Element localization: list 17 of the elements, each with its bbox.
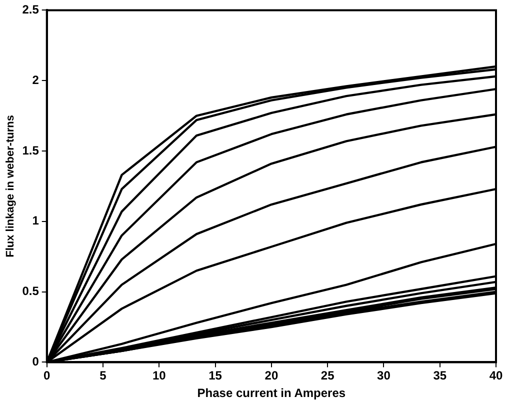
y-tick-label: 1 <box>32 214 40 228</box>
y-tick-label: 2 <box>32 72 40 87</box>
y-axis-title: Flux linkage in weber-turns <box>4 114 17 258</box>
x-tick-label: 15 <box>208 368 222 383</box>
y-tick-label: 2.5 <box>22 2 40 17</box>
x-tick-label: 40 <box>489 368 503 383</box>
x-tick-label: 0 <box>44 368 51 383</box>
x-tick-label: 5 <box>100 368 107 383</box>
x-tick-label: 10 <box>152 368 166 383</box>
x-tick-label: 25 <box>320 368 335 383</box>
x-tick-label: 20 <box>264 368 278 383</box>
y-tick-label: 0 <box>32 354 40 369</box>
y-tick-label: 0.5 <box>22 284 40 298</box>
x-axis-title: Phase current in Amperes <box>197 386 346 400</box>
x-tick-label: 35 <box>433 368 447 383</box>
x-tick-label: 30 <box>377 368 391 383</box>
y-tick-label: 1.5 <box>22 143 40 158</box>
